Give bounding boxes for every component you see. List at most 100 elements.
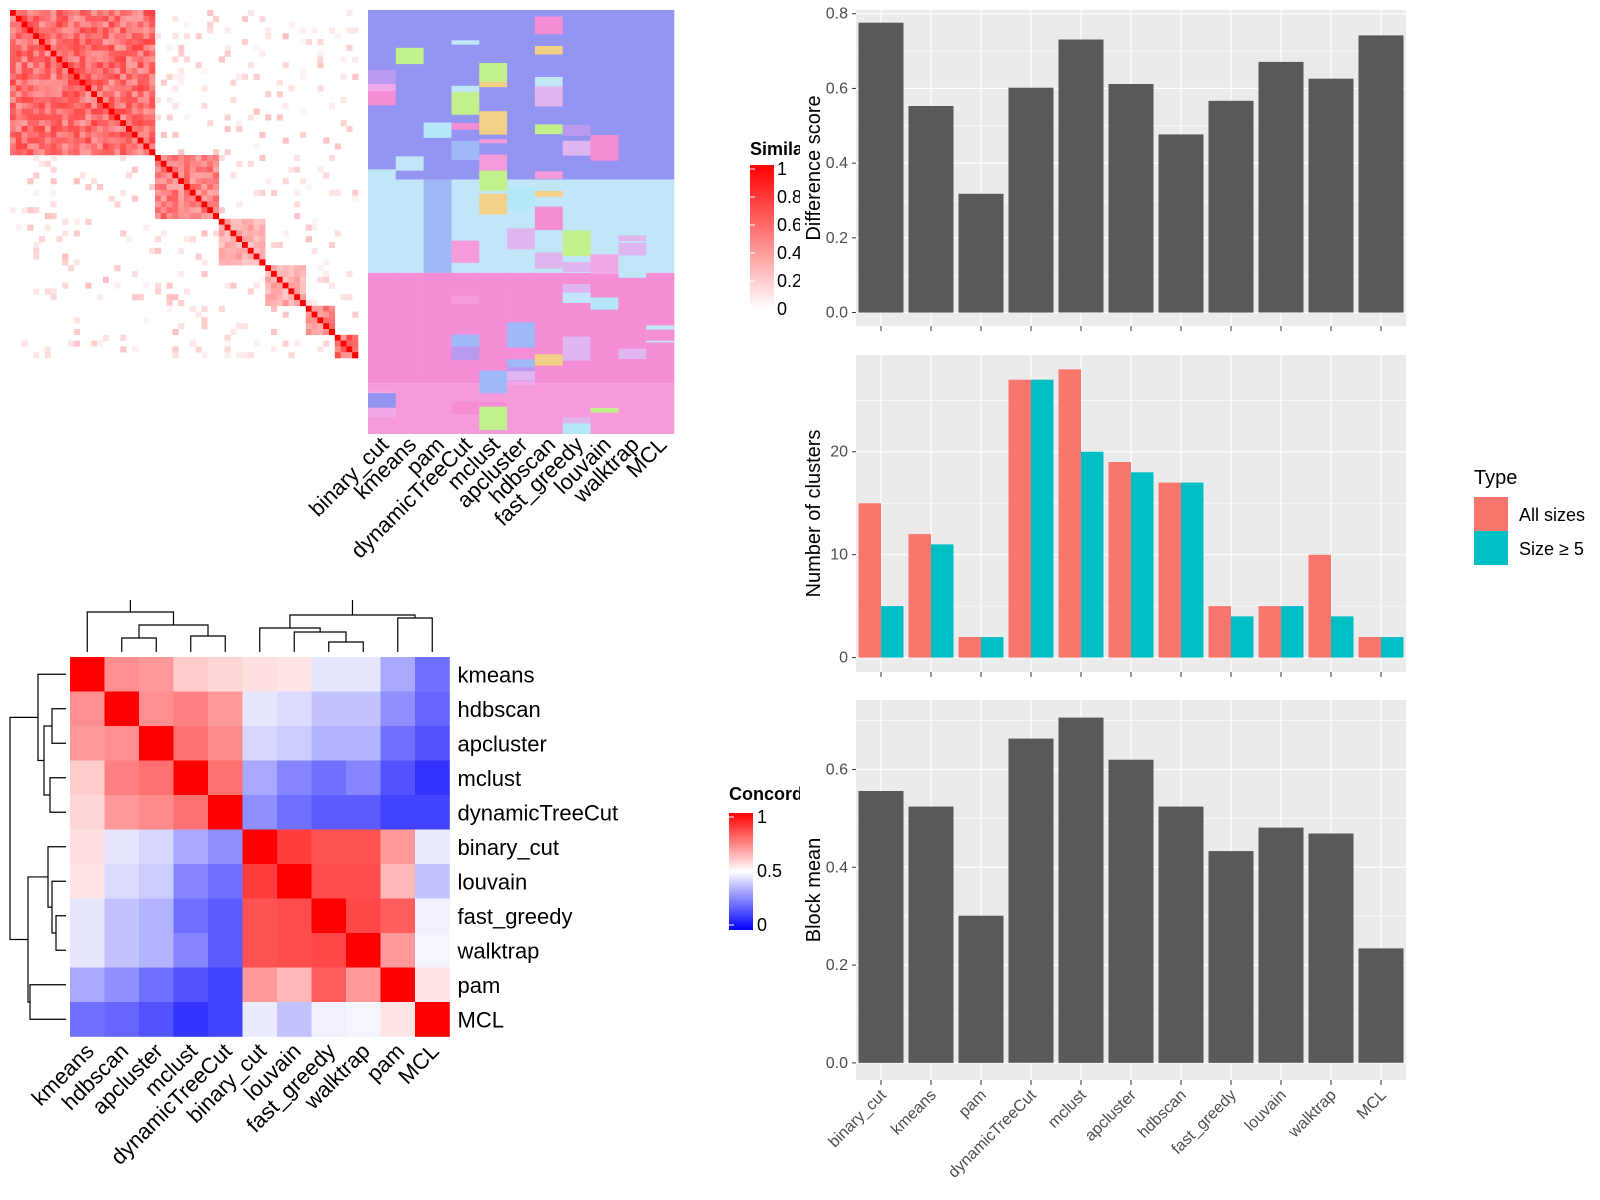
similarity-cell — [196, 184, 202, 190]
similarity-cell — [33, 143, 39, 149]
concordance-cell — [277, 933, 312, 968]
similarity-cell — [346, 10, 352, 16]
similarity-cell — [143, 149, 149, 155]
type-legend-title: Type — [1474, 467, 1517, 489]
similarity-cell — [39, 10, 45, 16]
similarity-cell — [172, 33, 178, 39]
concordance-legend-tick: 0 — [757, 915, 767, 935]
similarity-cell — [138, 74, 144, 80]
similarity-cell — [45, 68, 51, 74]
similarity-cell — [91, 85, 97, 91]
similarity-cell — [138, 103, 144, 109]
similarity-cell — [39, 68, 45, 74]
similarity-cell — [33, 352, 39, 358]
similarity-cell — [109, 16, 115, 22]
similarity-cell — [10, 16, 16, 22]
similarity-cell — [248, 230, 254, 236]
concordance-cell — [105, 761, 140, 796]
similarity-cell — [45, 62, 51, 68]
similarity-cell — [161, 207, 167, 213]
similarity-cell — [172, 294, 178, 300]
similarity-cell — [27, 74, 33, 80]
similarity-cell — [184, 172, 190, 178]
similarity-cell — [312, 312, 318, 318]
similarity-cell — [132, 120, 138, 126]
annotation-stripe — [396, 156, 424, 170]
similarity-cell — [45, 126, 51, 132]
similarity-cell — [201, 184, 207, 190]
similarity-cell — [33, 27, 39, 33]
similarity-cell — [126, 91, 132, 97]
similarity-cell — [56, 138, 62, 144]
similarity-cell — [184, 22, 190, 28]
similarity-cell — [114, 138, 120, 144]
similarity-cell — [236, 201, 242, 207]
similarity-cell — [103, 138, 109, 144]
similarity-cell — [114, 80, 120, 86]
similarity-cell — [294, 155, 300, 161]
similarity-cell — [155, 236, 161, 242]
similarity-cell — [271, 346, 277, 352]
similarity-cell — [114, 132, 120, 138]
similarity-cell — [120, 335, 126, 341]
similarity-cell — [10, 85, 16, 91]
similarity-cell — [85, 16, 91, 22]
similarity-cell — [126, 143, 132, 149]
similarity-cell — [172, 346, 178, 352]
concordance-cell — [105, 899, 140, 934]
concordance-cell — [208, 830, 243, 865]
similarity-cell — [91, 10, 97, 16]
similarity-cell — [196, 346, 202, 352]
similarity-cell — [45, 51, 51, 57]
similarity-cell — [132, 80, 138, 86]
annotation-stripe — [535, 17, 563, 35]
annotation-segment — [396, 180, 424, 273]
similarity-cell — [184, 207, 190, 213]
similarity-cell — [225, 259, 231, 265]
similarity-cell — [22, 62, 28, 68]
similarity-cell — [143, 39, 149, 45]
similarity-cell — [91, 120, 97, 126]
similarity-cell — [74, 22, 80, 28]
similarity-cell — [196, 201, 202, 207]
similarity-cell — [306, 306, 312, 312]
similarity-cell — [16, 97, 22, 103]
similarity-cell — [27, 120, 33, 126]
similarity-cell — [283, 33, 289, 39]
similarity-cell — [184, 201, 190, 207]
similarity-cell — [167, 167, 173, 173]
similarity-cell — [312, 27, 318, 33]
similarity-cell — [132, 16, 138, 22]
similarity-cell — [74, 126, 80, 132]
similarity-cell — [74, 138, 80, 144]
similarity-cell — [62, 56, 68, 62]
similarity-cell — [126, 39, 132, 45]
similarity-cell — [85, 219, 91, 225]
similarity-cell — [27, 149, 33, 155]
similarity-cell — [225, 27, 231, 33]
similarity-cell — [213, 207, 219, 213]
similarity-cell — [120, 132, 126, 138]
similarity-cell — [219, 207, 225, 213]
similarity-cell — [74, 120, 80, 126]
similarity-cell — [277, 242, 283, 248]
similarity-cell — [109, 103, 115, 109]
similarity-cell — [172, 213, 178, 219]
similarity-cell — [91, 80, 97, 86]
similarity-cell — [143, 283, 149, 289]
similarity-cell — [213, 230, 219, 236]
x-tick-label-kmeans: kmeans — [888, 1087, 940, 1139]
similarity-cell — [56, 120, 62, 126]
annotation-segment — [507, 383, 535, 434]
annotation-stripe — [368, 169, 396, 194]
similarity-cell — [178, 300, 184, 306]
similarity-cell — [207, 27, 213, 33]
similarity-cell — [51, 74, 57, 80]
similarity-cell — [68, 74, 74, 80]
similarity-cell — [196, 155, 202, 161]
similarity-cell — [143, 317, 149, 323]
similarity-cell — [312, 248, 318, 254]
similarity-cell — [91, 97, 97, 103]
concordance-cell — [105, 657, 140, 692]
annotation-stripe — [591, 135, 619, 161]
